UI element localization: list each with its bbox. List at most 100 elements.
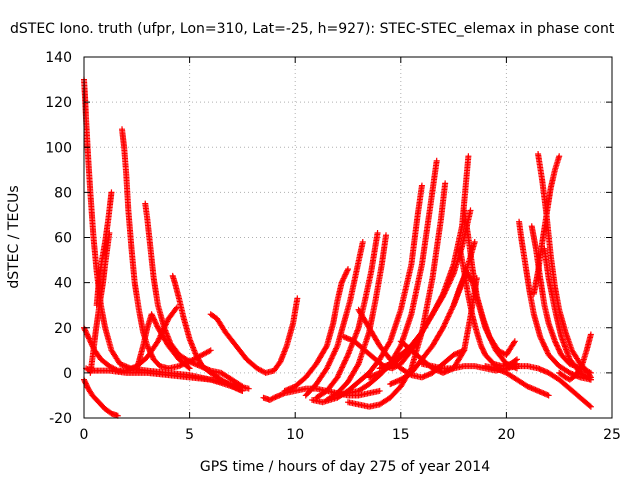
data-point <box>344 267 351 274</box>
data-point <box>85 334 92 341</box>
data-point <box>149 353 156 360</box>
data-series <box>119 126 214 372</box>
data-point <box>151 317 158 324</box>
y-tick-label: 60 <box>54 231 72 247</box>
data-series <box>207 295 301 376</box>
x-tick-label: 25 <box>603 427 621 443</box>
data-series <box>503 363 594 410</box>
x-tick-label: 15 <box>392 427 410 443</box>
data-point <box>539 337 546 344</box>
data-point <box>542 344 549 351</box>
data-point <box>146 348 153 355</box>
data-point <box>323 344 330 351</box>
data-point <box>468 278 475 285</box>
y-tick-label: 100 <box>45 140 72 156</box>
data-point <box>148 352 155 359</box>
data-marks <box>81 76 594 419</box>
data-point <box>556 347 563 354</box>
y-tick-label: 120 <box>45 95 72 111</box>
data-point <box>84 331 91 338</box>
data-point <box>145 345 152 352</box>
data-point <box>81 326 88 333</box>
data-point <box>146 346 153 353</box>
y-tick-label: 140 <box>45 50 72 66</box>
data-point <box>207 347 214 354</box>
y-tick-label: 20 <box>54 321 72 337</box>
data-point <box>467 207 474 214</box>
grid <box>84 57 612 418</box>
x-tick-label: 0 <box>80 427 89 443</box>
data-point <box>512 357 519 364</box>
data-point <box>343 268 350 275</box>
chart-title: dSTEC Iono. truth (ufpr, Lon=310, Lat=-2… <box>10 21 615 37</box>
data-point <box>587 376 594 383</box>
y-tick-label: 80 <box>54 185 72 201</box>
data-point <box>177 362 184 369</box>
data-series <box>302 239 366 399</box>
data-point <box>541 342 548 349</box>
y-tick-label: -20 <box>49 411 72 427</box>
data-point <box>540 340 547 347</box>
data-point <box>150 315 157 322</box>
data-point <box>537 335 544 342</box>
data-point <box>82 327 89 334</box>
data-point <box>553 340 560 347</box>
axis-ticks: 0 5 10 15 20 25 -20 0 20 40 60 80 100 120 140 <box>45 50 621 443</box>
y-axis-label: dSTEC / TECUs <box>6 185 22 288</box>
data-series <box>133 311 193 372</box>
data-point <box>154 323 161 330</box>
data-point <box>554 343 561 350</box>
data-point <box>587 331 594 338</box>
data-point <box>513 356 520 363</box>
data-point <box>108 189 115 196</box>
data-point <box>442 180 449 187</box>
data-series <box>281 266 351 394</box>
data-point <box>245 385 252 392</box>
data-point <box>147 349 154 356</box>
data-point <box>343 270 350 277</box>
y-tick-label: 0 <box>63 366 72 382</box>
data-point <box>374 229 381 236</box>
data-point <box>176 363 183 370</box>
data-point <box>556 153 563 160</box>
data-point <box>433 157 440 164</box>
data-point <box>239 387 246 394</box>
data-series <box>345 180 449 410</box>
data-point <box>544 349 551 356</box>
data-point <box>555 346 562 353</box>
data-point <box>338 279 345 286</box>
data-point <box>152 319 159 326</box>
data-point <box>359 239 366 246</box>
x-tick-label: 5 <box>185 427 194 443</box>
x-axis-label: GPS time / hours of day 275 of year 2014 <box>200 459 490 475</box>
data-point <box>511 338 518 345</box>
data-series <box>81 376 121 419</box>
data-point <box>172 305 179 312</box>
data-point <box>294 295 301 302</box>
data-point <box>539 339 546 346</box>
data-point <box>383 232 390 239</box>
x-tick-label: 10 <box>286 427 304 443</box>
data-point <box>153 320 160 327</box>
data-point <box>148 350 155 357</box>
y-tick-label: 40 <box>54 276 72 292</box>
data-point <box>541 343 548 350</box>
data-series <box>535 151 594 381</box>
data-point <box>185 364 192 371</box>
data-series <box>556 331 594 383</box>
data-point <box>511 339 518 346</box>
data-point <box>578 362 585 369</box>
x-tick-label: 20 <box>497 427 515 443</box>
data-point <box>340 275 347 282</box>
data-point <box>148 311 155 318</box>
data-point <box>545 392 552 399</box>
data-point <box>538 336 545 343</box>
data-point <box>186 365 193 372</box>
data-point <box>341 274 348 281</box>
data-series <box>169 272 246 394</box>
data-point <box>339 278 346 285</box>
data-point <box>86 335 93 342</box>
data-point <box>153 322 160 329</box>
data-point <box>354 362 361 369</box>
